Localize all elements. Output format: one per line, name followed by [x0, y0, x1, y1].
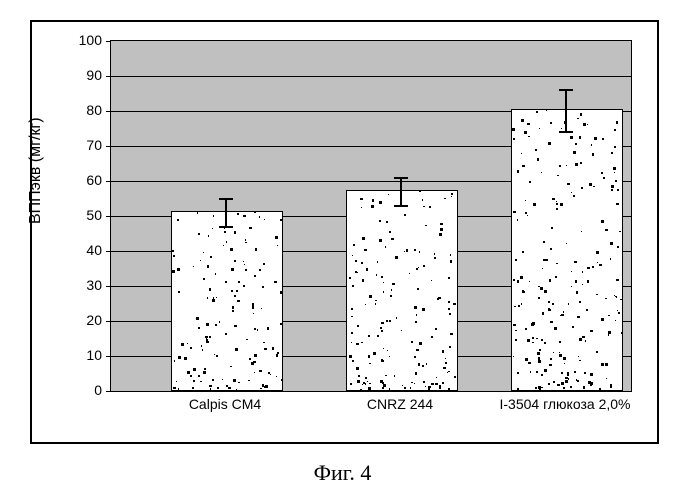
error-cap-top: [394, 177, 408, 179]
x-label: CNRZ 244: [367, 396, 433, 412]
error-cap-top: [219, 198, 233, 200]
y-tick: [106, 251, 111, 252]
bar-texture: [172, 212, 282, 391]
error-bar: [400, 178, 402, 206]
y-tick-label: 60: [62, 172, 102, 188]
bar: [346, 190, 458, 392]
y-tick-label: 20: [62, 312, 102, 328]
bar: [171, 211, 283, 392]
figure-caption: Фиг. 4: [314, 460, 372, 486]
error-bar: [225, 199, 227, 227]
y-tick-label: 40: [62, 242, 102, 258]
error-cap-bottom: [394, 205, 408, 207]
error-cap-bottom: [559, 131, 573, 133]
x-label: Calpis CM4: [189, 396, 261, 412]
y-tick: [106, 76, 111, 77]
y-tick: [106, 181, 111, 182]
y-tick-label: 0: [62, 382, 102, 398]
y-tick: [106, 216, 111, 217]
grid-line: [111, 76, 631, 77]
y-tick-label: 100: [62, 32, 102, 48]
y-tick: [106, 41, 111, 42]
bar-texture: [347, 191, 457, 391]
y-axis-title: ВППэкв (мг/кг): [27, 117, 45, 224]
y-tick: [106, 111, 111, 112]
error-bar: [565, 90, 567, 132]
y-tick: [106, 321, 111, 322]
x-label: I-3504 глюкоза 2,0%: [500, 396, 631, 412]
y-tick: [106, 286, 111, 287]
y-tick-label: 90: [62, 67, 102, 83]
y-tick-label: 70: [62, 137, 102, 153]
y-tick: [106, 146, 111, 147]
bar-texture: [512, 110, 622, 390]
y-tick-label: 50: [62, 207, 102, 223]
y-tick: [106, 391, 111, 392]
y-tick-label: 10: [62, 347, 102, 363]
plot-area: [110, 40, 632, 392]
bar: [511, 109, 623, 391]
y-tick-label: 30: [62, 277, 102, 293]
y-tick-label: 80: [62, 102, 102, 118]
figure-container: ВППэкв (мг/кг) 0 10 20 30 40 50 60 70 80 90 100 Ca…: [0, 0, 685, 500]
error-cap-top: [559, 89, 573, 91]
y-tick: [106, 356, 111, 357]
error-cap-bottom: [219, 226, 233, 228]
